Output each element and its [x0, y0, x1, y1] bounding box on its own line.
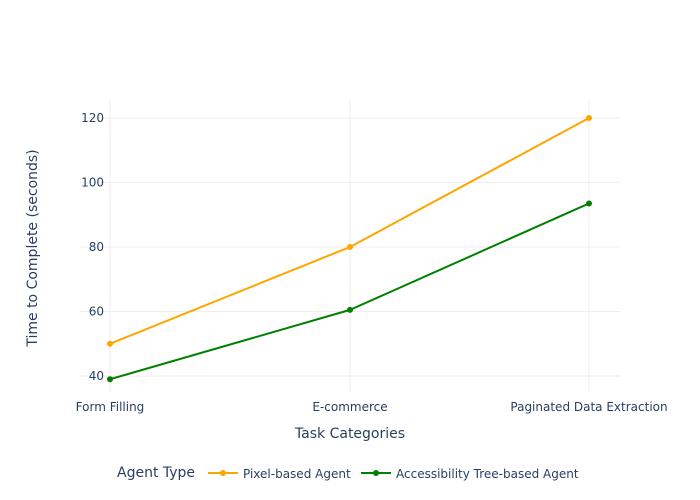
y-tick-label: 40	[89, 369, 104, 383]
legend-marker-icon	[220, 470, 226, 476]
y-tick-label: 100	[81, 176, 104, 190]
legend-title: Agent Type	[117, 465, 195, 481]
y-axis-title: Time to Complete (seconds)	[25, 149, 41, 347]
series-group	[107, 115, 592, 347]
data-point	[586, 200, 592, 207]
data-point	[586, 115, 592, 121]
series-group	[107, 200, 592, 383]
y-tick-label: 80	[89, 240, 104, 254]
x-tick-label: Paginated Data Extraction	[510, 400, 667, 414]
legend-item: Accessibility Tree-based Agent	[361, 467, 579, 481]
data-point	[107, 376, 113, 383]
data-point	[107, 340, 113, 347]
y-axis-ticks: 40 60 80 100 120	[81, 111, 104, 383]
x-axis-title: Task Categories	[294, 426, 405, 442]
legend-label: Pixel-based Agent	[243, 467, 351, 481]
legend-item: Pixel-based Agent	[208, 467, 351, 481]
legend-marker-icon	[373, 470, 379, 476]
x-axis-ticks: Form Filling E-commerce Paginated Data Ext…	[76, 400, 668, 414]
legend: Agent Type Pixel-based Agent Accessibilit…	[117, 465, 579, 481]
x-tick-label: E-commerce	[312, 400, 387, 414]
series-lines	[107, 115, 592, 383]
x-tick-label: Form Filling	[76, 400, 145, 414]
legend-label: Accessibility Tree-based Agent	[396, 467, 579, 481]
data-point	[347, 244, 353, 250]
y-tick-label: 120	[81, 111, 104, 125]
y-tick-label: 60	[89, 305, 104, 319]
data-point	[347, 306, 353, 313]
